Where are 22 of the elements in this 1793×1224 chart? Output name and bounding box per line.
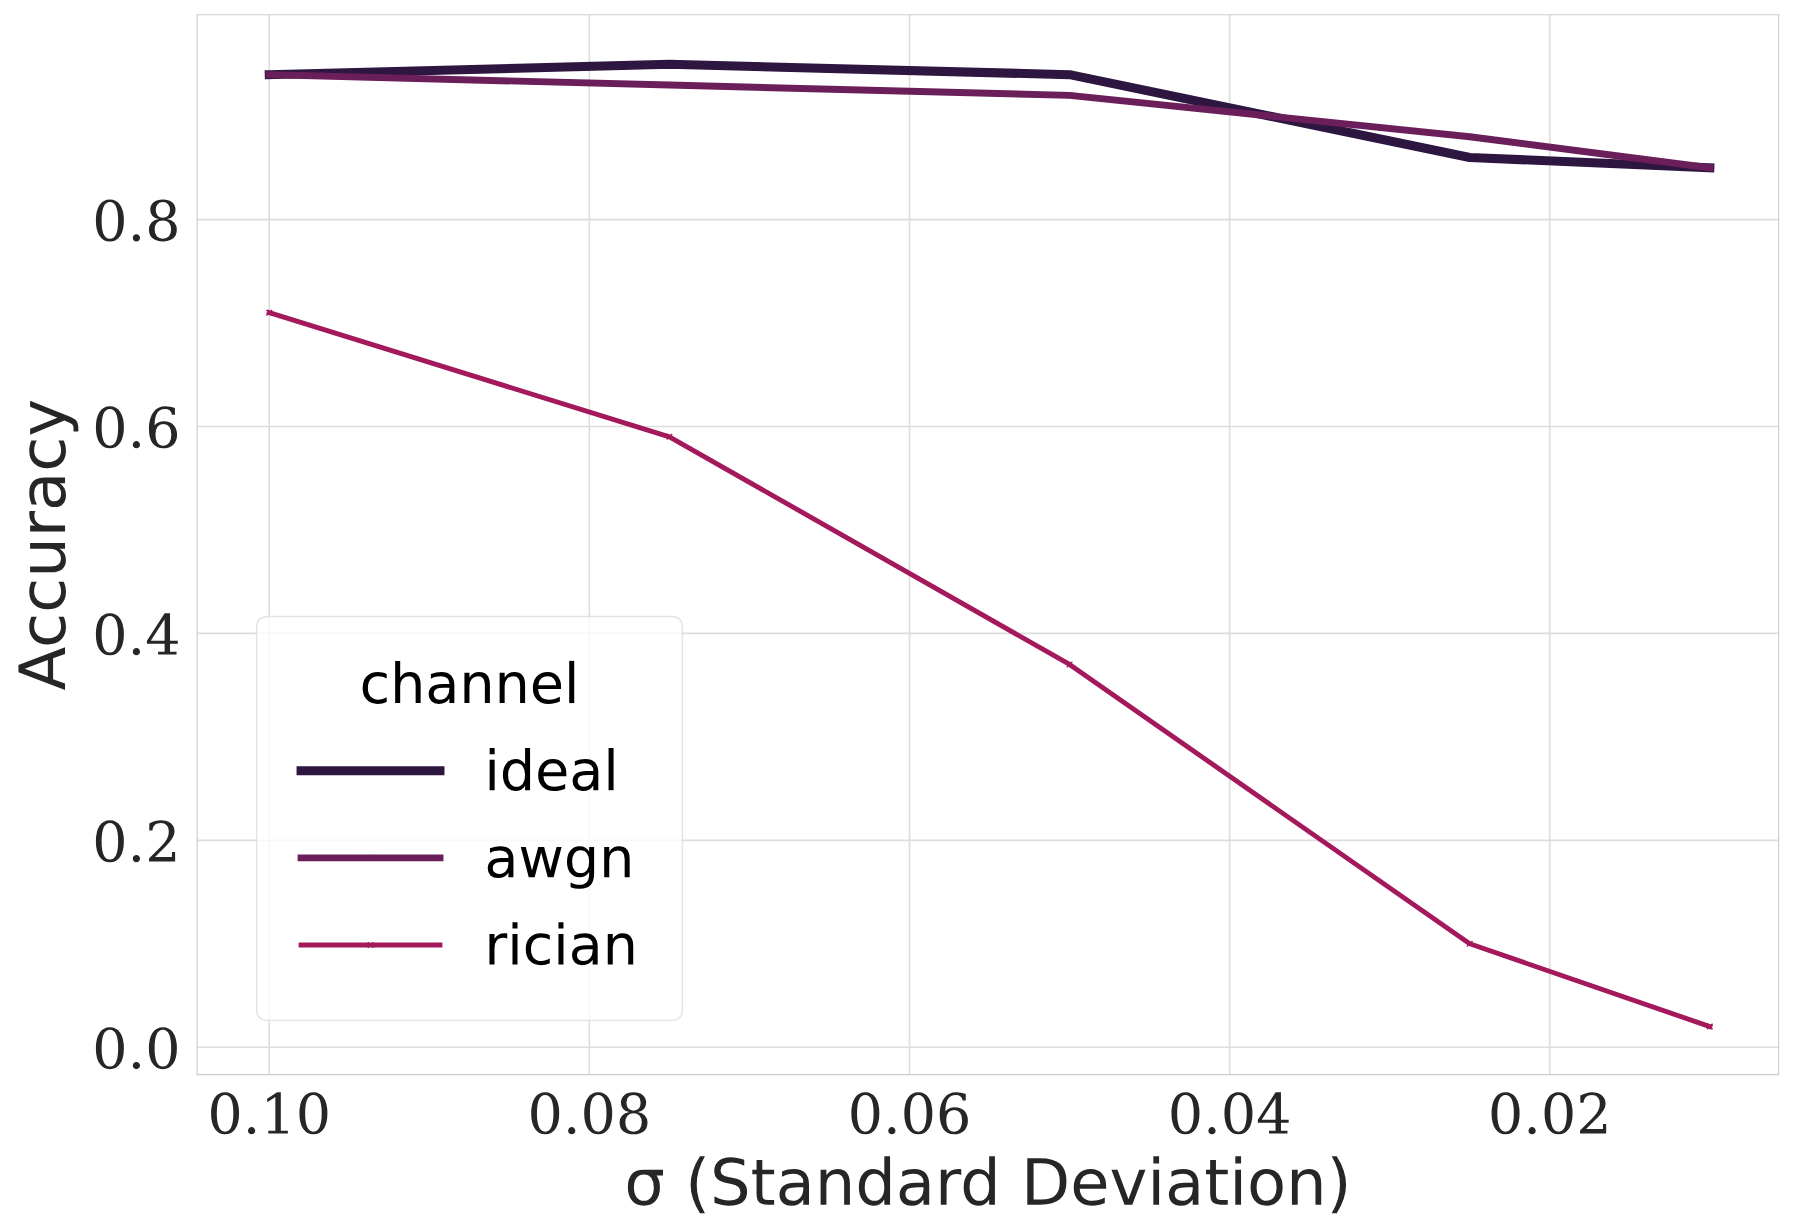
x-tick-label: 0.10 <box>211 1092 328 1135</box>
point <box>665 433 673 441</box>
line-series <box>265 309 1714 1031</box>
legend-title: channel <box>362 660 575 704</box>
point <box>1706 1023 1714 1031</box>
point <box>1466 940 1474 948</box>
x-tick-label: 0.04 <box>1171 1092 1289 1135</box>
y-tick-label: 0.4 <box>95 613 178 656</box>
x-tick-label: 0.02 <box>1491 1092 1607 1135</box>
y-tick-label: 0.0 <box>95 1027 177 1070</box>
legend-label: awgn <box>487 846 630 889</box>
y-tick-label: 0.6 <box>95 406 178 449</box>
y-tick-label: 0.2 <box>95 820 176 863</box>
legend-label: ideal <box>489 747 614 791</box>
y-axis-title: Accuracy <box>18 400 79 691</box>
y-tick-label: 0.8 <box>95 199 177 242</box>
point <box>1066 91 1074 99</box>
x-tick-label: 0.06 <box>851 1092 968 1135</box>
x-axis-title: σ (Standard Deviation) <box>627 1156 1347 1214</box>
x-tick-label: 0.08 <box>531 1092 648 1135</box>
legend-label: rician <box>489 922 634 966</box>
point <box>265 309 273 317</box>
